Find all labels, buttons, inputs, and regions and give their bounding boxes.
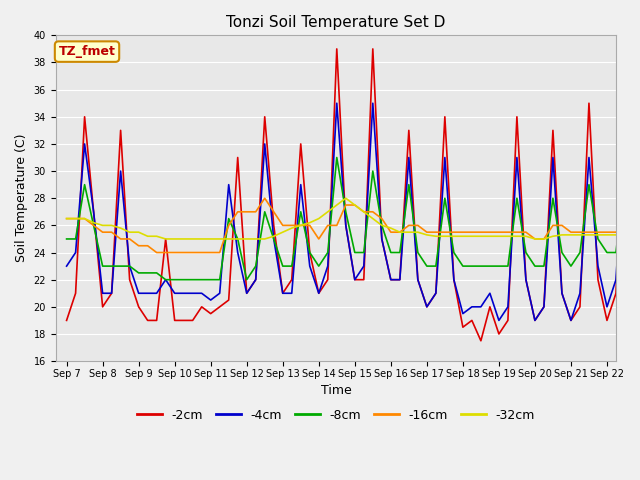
Legend: -2cm, -4cm, -8cm, -16cm, -32cm: -2cm, -4cm, -8cm, -16cm, -32cm [132, 404, 540, 427]
Y-axis label: Soil Temperature (C): Soil Temperature (C) [15, 134, 28, 263]
Title: Tonzi Soil Temperature Set D: Tonzi Soil Temperature Set D [226, 15, 445, 30]
X-axis label: Time: Time [321, 384, 351, 397]
Text: TZ_fmet: TZ_fmet [59, 45, 115, 58]
